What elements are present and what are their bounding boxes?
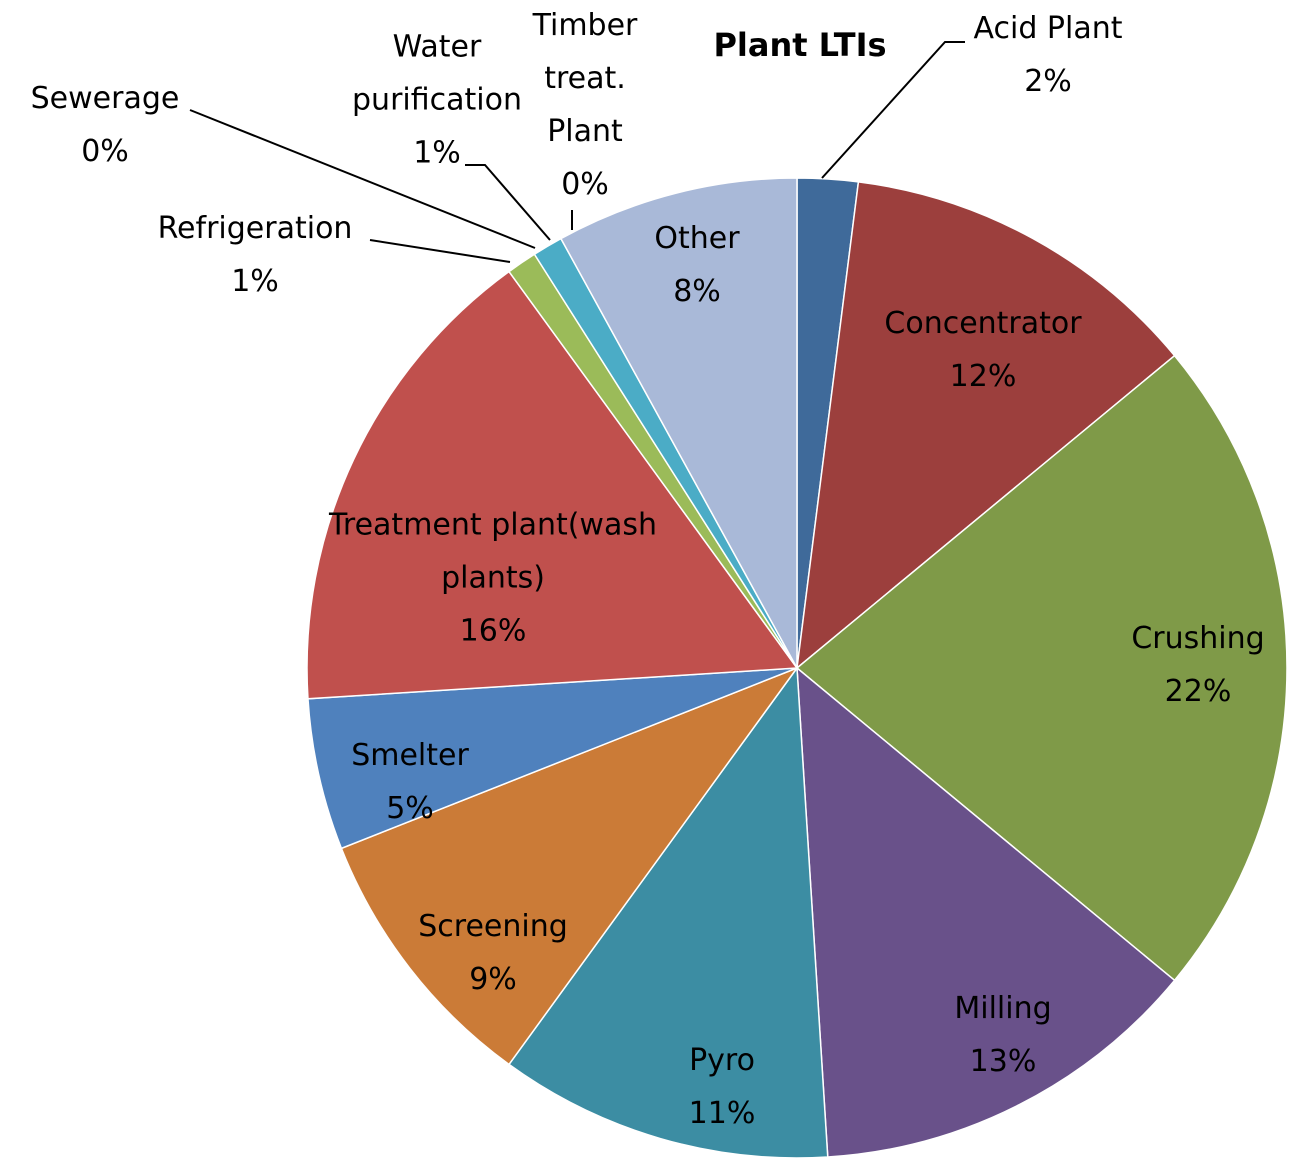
pie-slice	[559, 177, 798, 669]
slice-label: Pyro 11%	[642, 1034, 802, 1140]
slice-label: Sewerage 0%	[5, 72, 205, 178]
value-label: 12%	[949, 359, 1017, 394]
slice-label: Refrigeration 1%	[135, 202, 375, 308]
value-label: 16%	[459, 613, 527, 649]
slice-label: Screening 9%	[383, 900, 603, 1006]
pie-slice	[507, 665, 829, 1159]
category-label: Refrigeration	[157, 211, 353, 246]
value-label: 13%	[969, 1044, 1037, 1079]
value-label: 9%	[469, 962, 517, 997]
value-label: 22%	[1164, 674, 1232, 709]
slice-label: Concentrator 12%	[853, 297, 1113, 403]
pie-slice	[307, 667, 798, 850]
category-label: Water purification	[352, 29, 522, 118]
value-label: 1%	[413, 135, 461, 171]
slice-label: Water purification 1%	[327, 21, 547, 180]
category-label: Smelter	[351, 738, 469, 773]
pie-slice	[796, 666, 1176, 1158]
category-label: Sewerage	[30, 81, 180, 116]
slice-label: Crushing 22%	[1098, 612, 1293, 718]
pie-slice	[796, 181, 1176, 670]
category-label: Milling	[954, 991, 1052, 1026]
category-label: Screening	[418, 909, 568, 944]
value-label: 2%	[1024, 64, 1072, 99]
value-label: 0%	[81, 134, 129, 169]
category-label: Timber treat. Plant	[532, 8, 638, 149]
category-label: Acid Plant	[973, 11, 1123, 46]
pie-slice	[340, 666, 800, 1066]
leader-line	[465, 164, 551, 241]
slice-label: Timber treat. Plant 0%	[515, 0, 655, 211]
slice-label: Other 8%	[617, 212, 777, 318]
pie-slice	[795, 354, 1288, 982]
category-label: Pyro	[689, 1043, 755, 1078]
leader-line	[189, 109, 536, 249]
value-label: 0%	[561, 167, 609, 202]
pie-slice	[306, 270, 799, 700]
leader-line	[369, 239, 511, 263]
slice-label: Smelter 5%	[330, 729, 490, 835]
category-label: Treatment plant(wash plants)	[329, 507, 657, 596]
leader-line	[821, 41, 965, 179]
category-label: Other	[654, 221, 740, 256]
category-label: Concentrator	[884, 306, 1082, 341]
value-label: 8%	[673, 274, 721, 309]
chart-title: Plant LTIs	[713, 26, 887, 64]
category-label: Crushing	[1131, 621, 1265, 656]
slice-label: Milling 13%	[903, 982, 1103, 1088]
value-label: 11%	[688, 1096, 756, 1131]
slice-label: Acid Plant 2%	[938, 2, 1158, 108]
value-label: 1%	[231, 264, 279, 299]
value-label: 5%	[386, 791, 434, 826]
slice-label: Treatment plant(wash plants) 16%	[313, 499, 673, 658]
